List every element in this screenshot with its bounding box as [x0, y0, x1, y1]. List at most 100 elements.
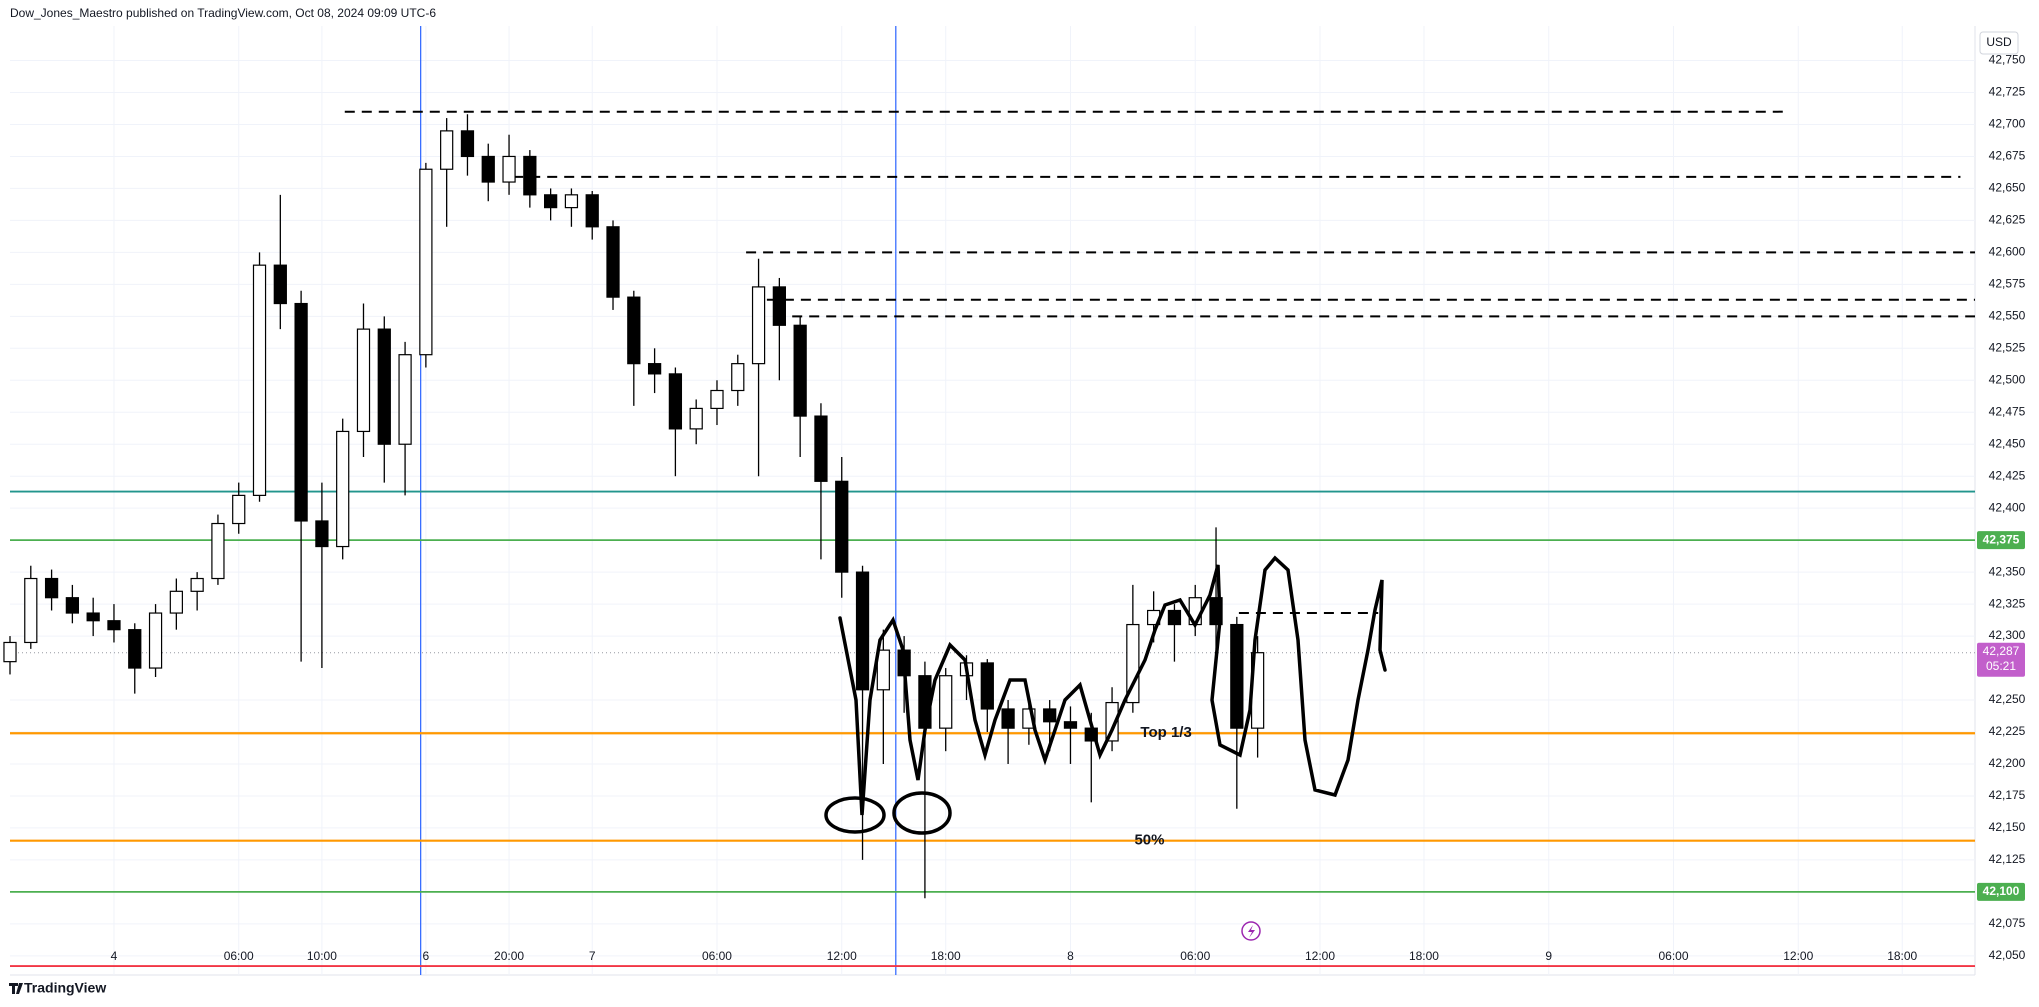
- candle-body: [107, 620, 121, 631]
- x-tick-label: 06:00: [224, 949, 254, 963]
- y-tick-label: 42,475: [1989, 404, 2026, 418]
- y-tick-label: 42,750: [1989, 53, 2026, 67]
- y-tick-label: 42,525: [1989, 340, 2026, 354]
- y-tick-label: 42,675: [1989, 149, 2026, 163]
- candle-body: [585, 194, 599, 228]
- y-tick-label: 42,425: [1989, 468, 2026, 482]
- candle-body: [980, 662, 994, 710]
- price-label: 42,375: [1983, 532, 2020, 546]
- candle-body: [398, 354, 412, 445]
- currency-box: [1979, 31, 2019, 55]
- candle-body: [876, 649, 890, 691]
- currency: USD: [1986, 35, 2012, 49]
- price-label-box: [1977, 531, 2025, 550]
- y-tick-label: 42,150: [1989, 820, 2026, 834]
- event-icon-bolt: [1248, 925, 1255, 938]
- y-tick-label: 42,725: [1989, 85, 2026, 99]
- freehand-drawing: [824, 555, 1387, 835]
- candle-body: [273, 264, 287, 305]
- candle-body: [668, 373, 683, 430]
- header: Dow_Jones_Maestro published on TradingVi…: [10, 6, 436, 20]
- y-tick-label: 42,650: [1989, 181, 2026, 195]
- y-tick-label: 42,700: [1989, 117, 2026, 131]
- x-tick-label: 10:00: [307, 949, 337, 963]
- candle-body: [502, 155, 516, 183]
- candle-body: [377, 328, 391, 445]
- x-tick-label: 6: [423, 949, 430, 963]
- x-tick-label: 06:00: [702, 949, 732, 963]
- candle-body: [148, 612, 163, 669]
- brand: TradingView: [24, 980, 106, 996]
- candle-body: [1001, 708, 1015, 729]
- y-tick-label: 42,350: [1989, 564, 2026, 578]
- candle-body: [211, 522, 225, 580]
- y-tick-label: 42,325: [1989, 596, 2026, 610]
- x-tick-label: 12:00: [1783, 949, 1813, 963]
- y-tick-label: 42,550: [1989, 308, 2026, 322]
- candle-body: [772, 286, 786, 326]
- x-tick-label: 12:00: [1305, 949, 1335, 963]
- y-tick-label: 42,225: [1989, 724, 2026, 738]
- candle-body: [3, 641, 17, 663]
- candle-body: [190, 577, 204, 592]
- y-tick-label: 42,250: [1989, 692, 2026, 706]
- y-tick-label: 42,400: [1989, 500, 2026, 514]
- candle-body: [1043, 708, 1057, 723]
- candle-body: [1105, 701, 1119, 742]
- candle-body: [855, 571, 870, 691]
- candle-body: [44, 577, 59, 599]
- level-annotation: Top 1/3: [1140, 724, 1191, 741]
- candle-body: [419, 168, 433, 356]
- candle-body: [939, 675, 953, 729]
- y-tick-label: 42,200: [1989, 756, 2026, 770]
- candle-body: [647, 363, 662, 375]
- candle-body: [606, 226, 620, 298]
- candle-body: [460, 130, 475, 158]
- candle-body: [793, 324, 807, 417]
- candle-body: [24, 577, 38, 644]
- countdown: 05:21: [1986, 659, 2016, 673]
- y-tick-label: 42,175: [1989, 788, 2026, 802]
- candle-body: [1230, 623, 1244, 729]
- candle-body: [440, 130, 454, 170]
- level-annotation: 50%: [1134, 832, 1164, 849]
- y-tick-label: 42,125: [1989, 852, 2026, 866]
- candle-body: [1063, 721, 1078, 729]
- x-tick-label: 06:00: [1180, 949, 1210, 963]
- candle-body: [710, 389, 724, 410]
- y-tick-label: 42,050: [1989, 948, 2026, 962]
- last-price-box: [1977, 642, 2025, 677]
- price-label-box: [1977, 882, 2025, 901]
- y-tick-label: 42,075: [1989, 916, 2026, 930]
- candle-body: [232, 494, 246, 525]
- candle-body: [315, 520, 329, 548]
- candle-body: [689, 407, 703, 430]
- candle-body: [564, 194, 579, 209]
- x-tick-label: 18:00: [1409, 949, 1439, 963]
- candle-body: [65, 597, 80, 614]
- x-tick-label: 12:00: [827, 949, 857, 963]
- candle-body: [294, 302, 308, 522]
- x-tick-label: 18:00: [1887, 949, 1917, 963]
- candle-body: [252, 264, 267, 496]
- candle-body: [751, 286, 766, 365]
- x-tick-label: 9: [1545, 949, 1552, 963]
- brand-logo: [9, 983, 23, 994]
- y-tick-label: 42,450: [1989, 436, 2026, 450]
- candle-body: [835, 480, 849, 573]
- circle: [892, 791, 952, 835]
- candle-body: [128, 629, 142, 669]
- x-tick-label: 06:00: [1658, 949, 1688, 963]
- x-tick-label: 20:00: [494, 949, 524, 963]
- x-tick-label: 8: [1067, 949, 1074, 963]
- circle: [824, 796, 886, 834]
- last-price-label: 42,287: [1983, 644, 2020, 658]
- candle-body: [356, 328, 371, 433]
- x-tick-label: 18:00: [931, 949, 961, 963]
- x-tick-label: 4: [111, 949, 118, 963]
- candle-body: [544, 194, 558, 209]
- x-tick-label: 7: [589, 949, 596, 963]
- candle-body: [523, 155, 537, 196]
- candle-body: [1167, 609, 1182, 626]
